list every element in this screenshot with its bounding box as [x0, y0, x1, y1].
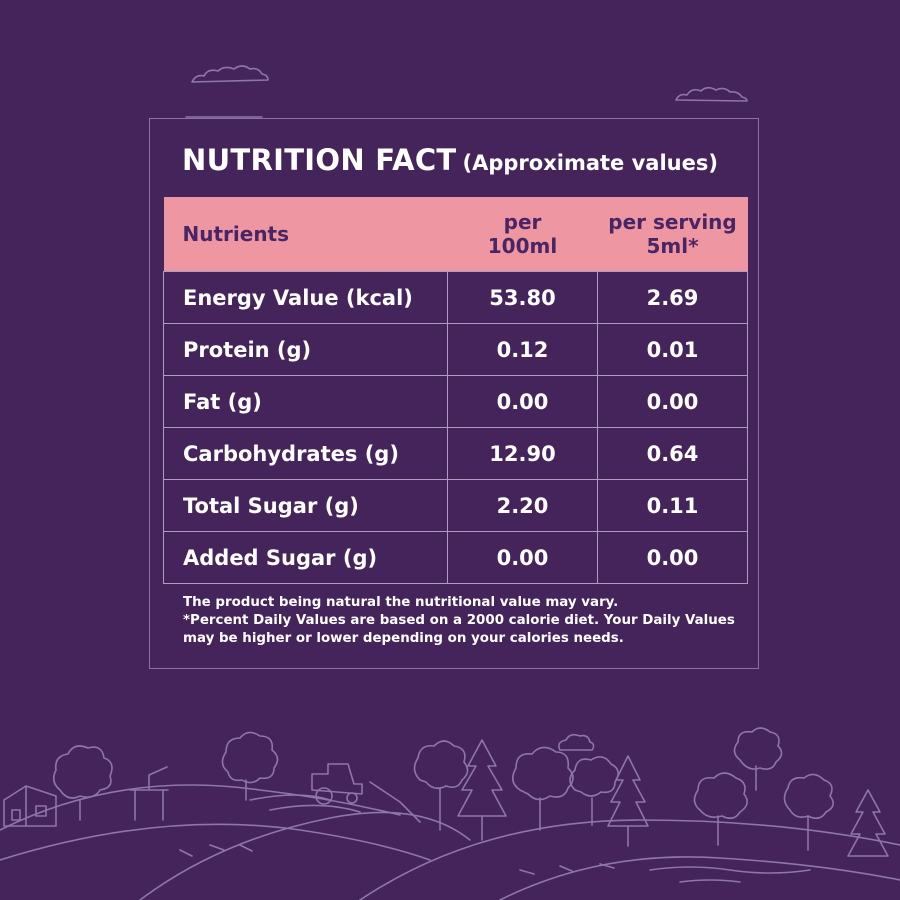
house-illustration: [3, 785, 57, 827]
nutrition-table: Nutrients per 100ml per serving 5ml* Ene…: [163, 197, 748, 584]
tractor-illustration: [311, 763, 363, 805]
tree-illustration: [783, 773, 834, 851]
header-per-serving: per serving 5ml*: [597, 197, 748, 272]
panel-title: NUTRITION FACT: [182, 143, 457, 177]
cloud-icon: [185, 65, 269, 118]
value-per-100ml: 2.20: [447, 479, 598, 532]
tree-illustration: [52, 745, 113, 821]
footnote-line-2: *Percent Daily Values are based on a 200…: [183, 613, 735, 646]
tree-illustration: [733, 727, 783, 791]
value-per-serving: 0.00: [597, 375, 748, 428]
header-per-serving-line2: 5ml*: [646, 234, 699, 258]
table-row: Protein (g) 0.12 0.01: [163, 323, 748, 376]
tree-illustration: [512, 746, 574, 831]
value-per-serving: 0.01: [597, 323, 748, 376]
table-row: Total Sugar (g) 2.20 0.11: [163, 479, 748, 532]
tree-illustration: [413, 740, 469, 831]
nutrient-name: Added Sugar (g): [163, 531, 448, 584]
value-per-serving: 0.00: [597, 531, 748, 584]
value-per-serving: 2.69: [597, 271, 748, 324]
pine-tree-illustration: [607, 755, 649, 847]
table-row: Fat (g) 0.00 0.00: [163, 375, 748, 428]
footnote-line-1: The product being natural the nutritiona…: [183, 595, 619, 610]
footnote: The product being natural the nutritiona…: [183, 594, 743, 648]
nutrient-name: Energy Value (kcal): [163, 271, 448, 324]
header-per-100ml-line2: 100ml: [487, 234, 558, 258]
table-row: Energy Value (kcal) 53.80 2.69: [163, 271, 748, 324]
nutrient-name: Protein (g): [163, 323, 448, 376]
nutrient-name: Fat (g): [163, 375, 448, 428]
nutrient-name: Total Sugar (g): [163, 479, 448, 532]
value-per-100ml: 0.00: [447, 531, 598, 584]
value-per-100ml: 0.00: [447, 375, 598, 428]
pine-tree-illustration: [457, 739, 507, 841]
value-per-serving: 0.11: [597, 479, 748, 532]
nutrient-name: Carbohydrates (g): [163, 427, 448, 480]
value-per-100ml: 0.12: [447, 323, 598, 376]
panel-title-row: NUTRITION FACT (Approximate values): [182, 143, 718, 177]
value-per-serving: 0.64: [597, 427, 748, 480]
pine-tree-illustration: [847, 789, 889, 857]
header-nutrients: Nutrients: [163, 197, 448, 272]
header-per-100ml: per 100ml: [447, 197, 598, 272]
header-per-100ml-line1: per: [503, 209, 542, 234]
header-per-serving-line1: per serving: [608, 209, 737, 234]
cloud-icon: [675, 86, 748, 102]
table-row: Added Sugar (g) 0.00 0.00: [163, 531, 748, 584]
tree-illustration: [569, 756, 619, 826]
table-header-row: Nutrients per 100ml per serving 5ml*: [163, 197, 748, 272]
tree-illustration: [221, 731, 279, 801]
nutrition-panel: NUTRITION FACT (Approximate values) Nutri…: [149, 118, 759, 669]
tree-illustration: [693, 772, 748, 846]
table-row: Carbohydrates (g) 12.90 0.64: [163, 427, 748, 480]
value-per-100ml: 53.80: [447, 271, 598, 324]
value-per-100ml: 12.90: [447, 427, 598, 480]
panel-subtitle: (Approximate values): [462, 151, 718, 175]
